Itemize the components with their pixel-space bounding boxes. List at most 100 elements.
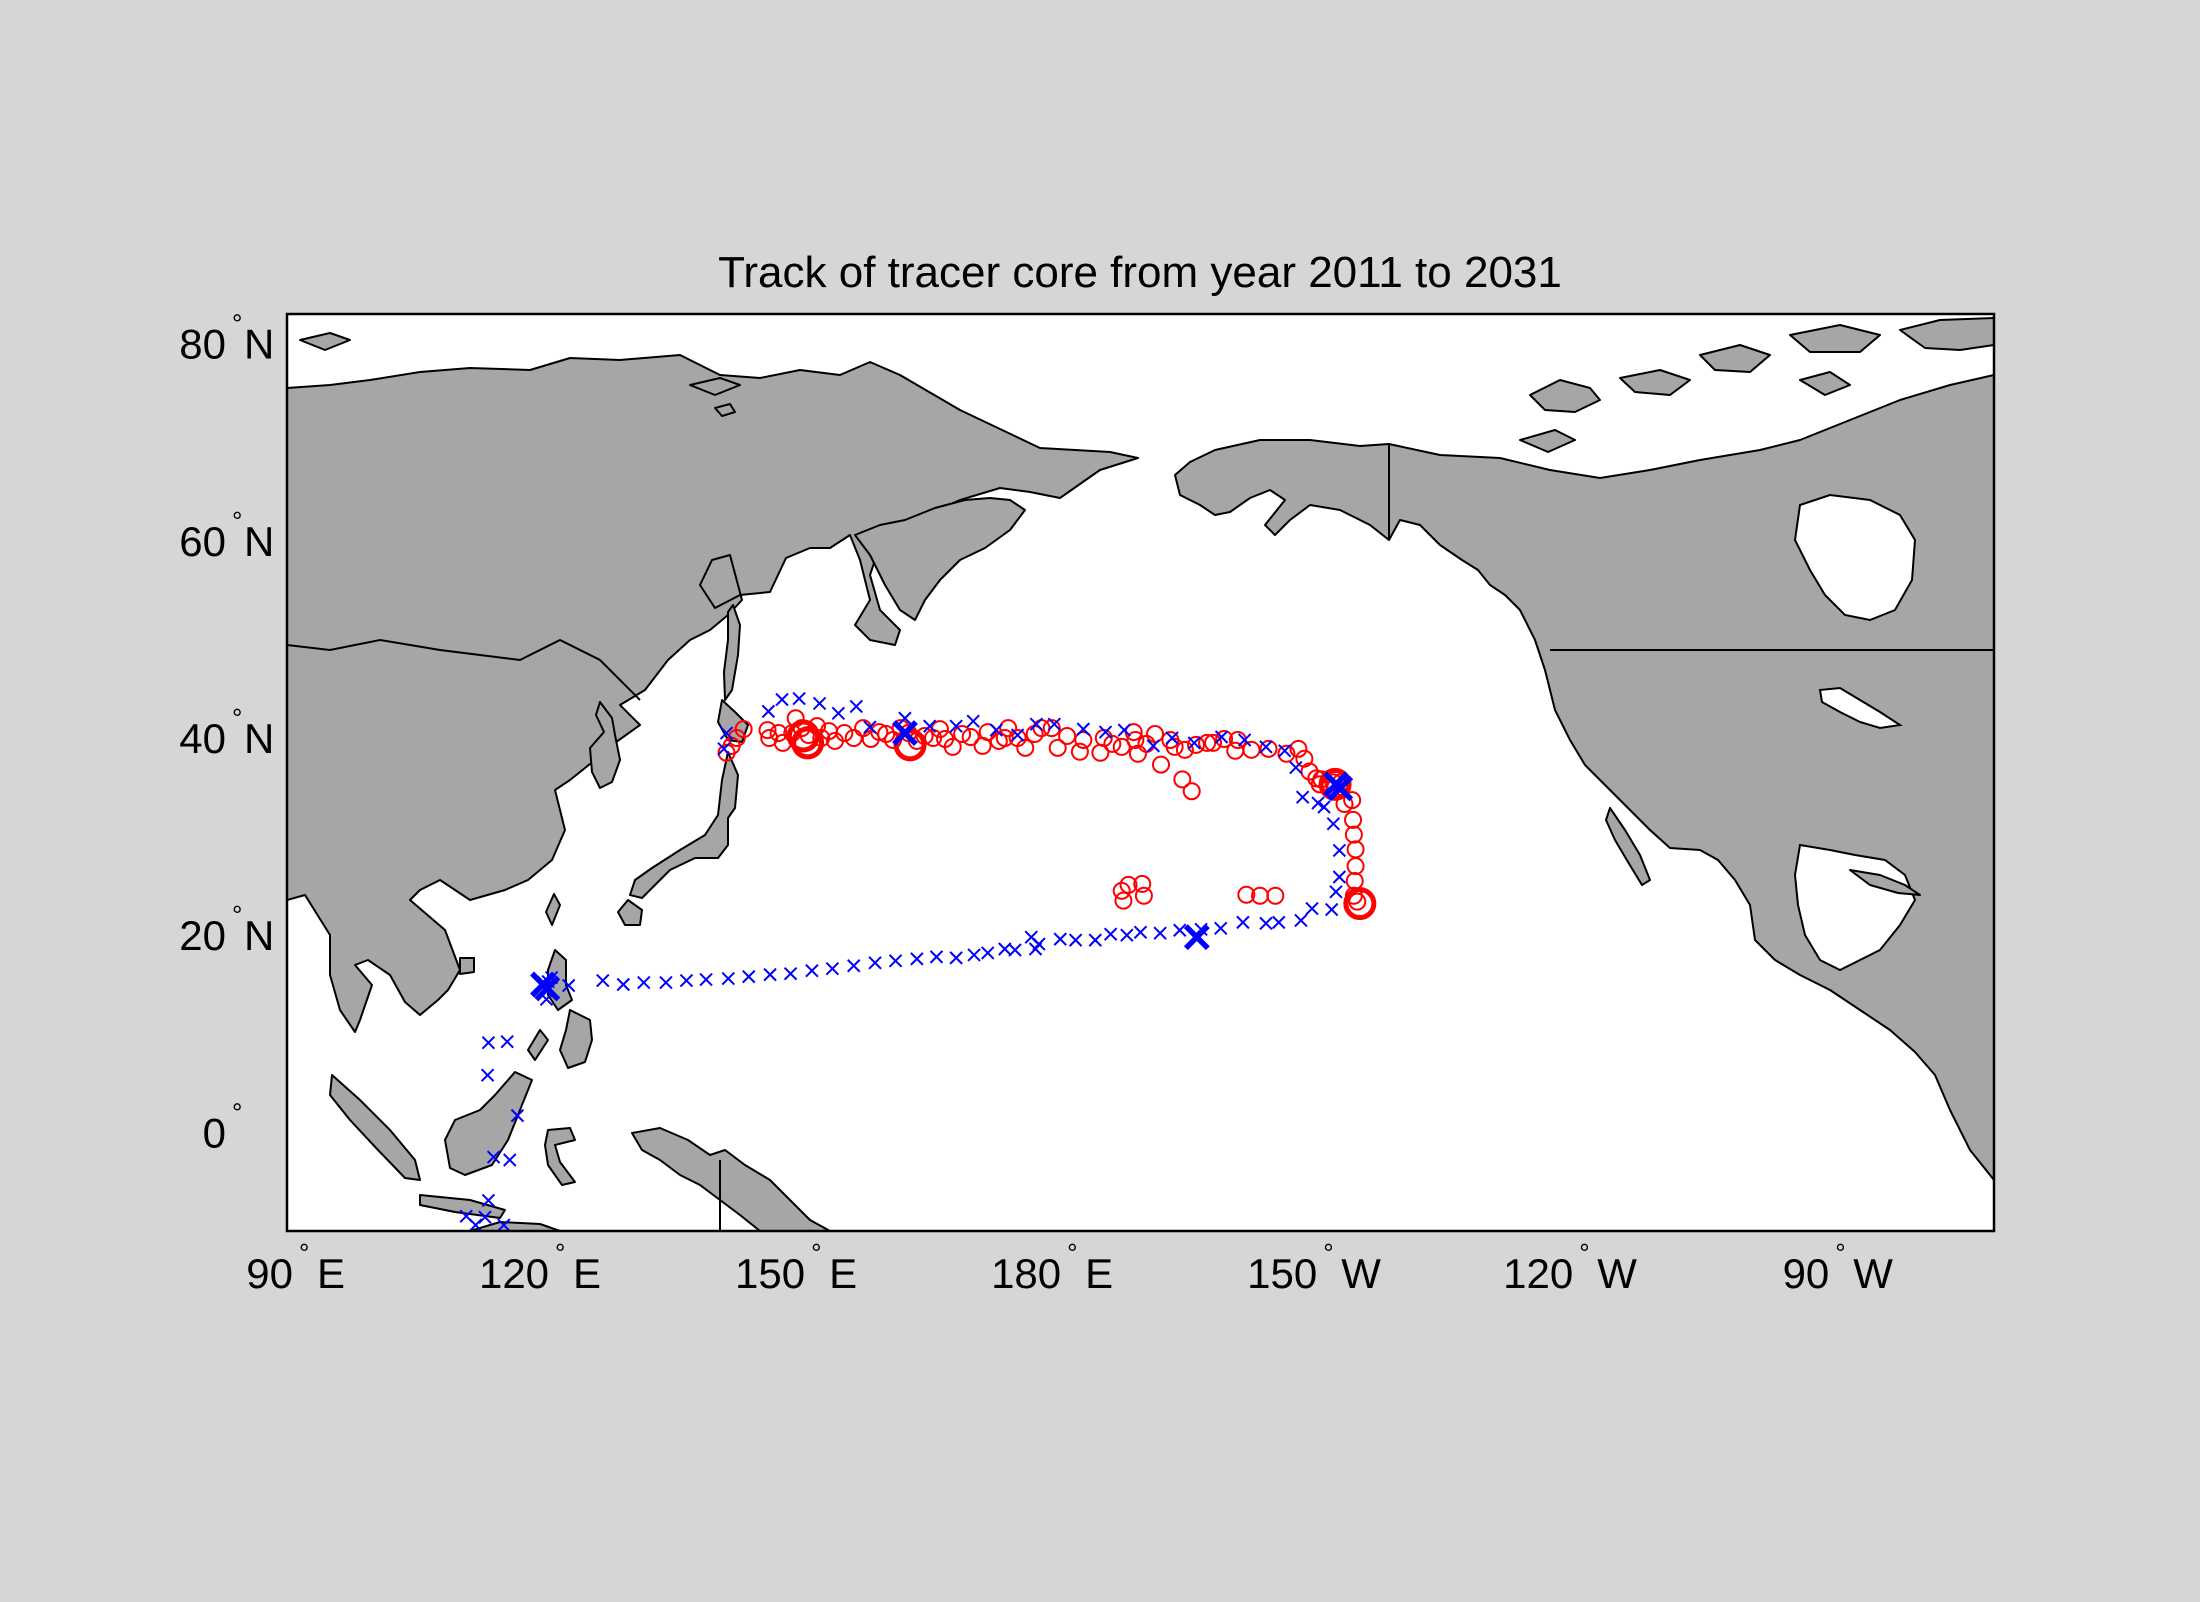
track-marker-cross xyxy=(763,967,777,982)
track-marker-cross xyxy=(1259,916,1273,931)
track-marker-circle xyxy=(1103,734,1122,753)
track-marker-cross xyxy=(849,699,863,714)
track-marker-cross xyxy=(863,720,877,734)
x-axis-ticks: 90 ° E 120 ° E 150 ° E 180 ° E 150 ° W 120 ° W 90 ° W xyxy=(246,1238,1893,1297)
track-marker-cross xyxy=(1326,817,1341,831)
track-marker-cross xyxy=(1165,731,1179,745)
chart-title: Track of tracer core from year 2011 to 2… xyxy=(718,248,1562,297)
track-marker-cross xyxy=(719,726,734,740)
track-marker-cross xyxy=(1305,901,1319,916)
track-marker-circle xyxy=(1126,730,1145,749)
x-tick-hemisphere: E xyxy=(317,1250,345,1297)
track-marker-cross xyxy=(468,1218,483,1231)
tracer-track xyxy=(459,691,1377,1231)
y-axis-ticks: 80 ° N60 ° N40 ° N20 ° N0 ° xyxy=(179,309,274,1157)
track-marker-cross xyxy=(721,971,735,986)
track-marker-cross xyxy=(717,742,731,756)
track-marker-circle xyxy=(1058,727,1077,746)
track-marker-circle-large xyxy=(791,726,825,760)
track-marker-circle xyxy=(1042,719,1061,738)
track-marker-cross xyxy=(847,959,861,973)
y-tick-hemisphere: N xyxy=(244,321,274,368)
track-marker-cross xyxy=(1294,913,1308,928)
x-tick-label: 90 xyxy=(1783,1250,1830,1297)
track-marker-circle xyxy=(1242,740,1261,759)
map-area xyxy=(285,312,1996,1233)
landmass-baja xyxy=(1605,807,1651,886)
track-marker-cross xyxy=(1214,921,1228,935)
track-marker-cross xyxy=(616,977,630,992)
track-marker-circle xyxy=(1259,739,1278,758)
track-marker-cross xyxy=(1029,717,1044,731)
x-tick-label: 150 xyxy=(735,1250,805,1297)
track-marker-cross-large xyxy=(534,975,561,1002)
canada-usa-border xyxy=(1388,444,1994,651)
track-marker-circle xyxy=(978,723,997,742)
track-marker-cross xyxy=(1028,942,1043,956)
track-marker-circle xyxy=(1215,729,1234,748)
track-marker-circle xyxy=(1112,881,1131,900)
track-marker-cross xyxy=(1053,932,1067,946)
track-marker-cross xyxy=(478,1210,492,1224)
landmass-kamchatka xyxy=(854,497,1026,621)
x-tick-label: 120 xyxy=(1503,1250,1573,1297)
track-marker-cross xyxy=(998,942,1012,956)
track-marker-cross xyxy=(1311,796,1325,810)
track-marker-cross xyxy=(1259,740,1273,754)
track-marker-cross xyxy=(805,963,819,978)
track-marker-cross xyxy=(888,954,903,968)
x-tick-hemisphere: E xyxy=(573,1250,601,1297)
track-marker-cross xyxy=(1295,790,1310,804)
map-frame xyxy=(285,312,1996,1233)
y-tick-hemisphere: N xyxy=(244,715,274,762)
track-marker-cross-large xyxy=(1323,771,1349,798)
track-marker-cross xyxy=(1317,800,1331,814)
track-marker-circle xyxy=(1289,739,1308,758)
track-marker-circle xyxy=(1346,857,1365,876)
track-marker-cross xyxy=(1332,870,1347,884)
track-marker-circle xyxy=(1133,874,1152,893)
y-tick-degree: ° xyxy=(232,1097,242,1127)
y-tick-degree: ° xyxy=(232,703,242,733)
track-marker-circle xyxy=(1074,730,1093,749)
landmass-cuba xyxy=(1849,869,1921,896)
x-tick-degree: ° xyxy=(555,1238,565,1268)
track-marker-circle xyxy=(1348,892,1367,911)
track-marker-cross xyxy=(1173,923,1187,937)
landmass-new-guinea xyxy=(631,1127,831,1231)
y-tick-label: 60 xyxy=(179,518,226,565)
x-tick-degree: ° xyxy=(811,1238,821,1268)
track-marker-cross xyxy=(481,1193,496,1208)
track-marker-cross xyxy=(783,966,798,981)
x-tick-label: 90 xyxy=(246,1250,293,1297)
track-marker-cross xyxy=(1076,722,1091,736)
track-marker-cross xyxy=(596,973,610,988)
track-marker-cross xyxy=(561,978,576,993)
y-tick-degree: ° xyxy=(232,309,242,339)
track-marker-circle xyxy=(1344,825,1363,844)
track-marker-circle xyxy=(1343,791,1362,810)
track-marker-cross xyxy=(898,711,912,725)
track-marker-cross xyxy=(481,1035,496,1050)
track-marker-circle xyxy=(1277,744,1296,763)
track-marker-cross xyxy=(1088,933,1102,947)
y-tick-degree: ° xyxy=(232,506,242,536)
track-marker-cross xyxy=(1010,728,1025,742)
track-marker-cross xyxy=(699,972,713,987)
track-marker-cross xyxy=(989,723,1003,737)
y-tick-label: 20 xyxy=(179,912,226,959)
x-tick-degree: ° xyxy=(1323,1238,1333,1268)
track-marker-circle xyxy=(1266,886,1285,905)
great-lakes xyxy=(1818,686,1903,730)
track-marker-cross xyxy=(1332,843,1347,858)
landmass-eurasia xyxy=(287,354,1139,1033)
landmass-australia xyxy=(469,1221,561,1231)
track-marker-cross xyxy=(812,696,827,711)
track-marker-cross xyxy=(503,1153,517,1167)
track-marker-circle-large xyxy=(1343,887,1377,921)
x-tick-label: 120 xyxy=(479,1250,549,1297)
track-marker-cross xyxy=(967,948,981,962)
x-tick-degree: ° xyxy=(1579,1238,1589,1268)
x-tick-hemisphere: E xyxy=(1085,1250,1113,1297)
